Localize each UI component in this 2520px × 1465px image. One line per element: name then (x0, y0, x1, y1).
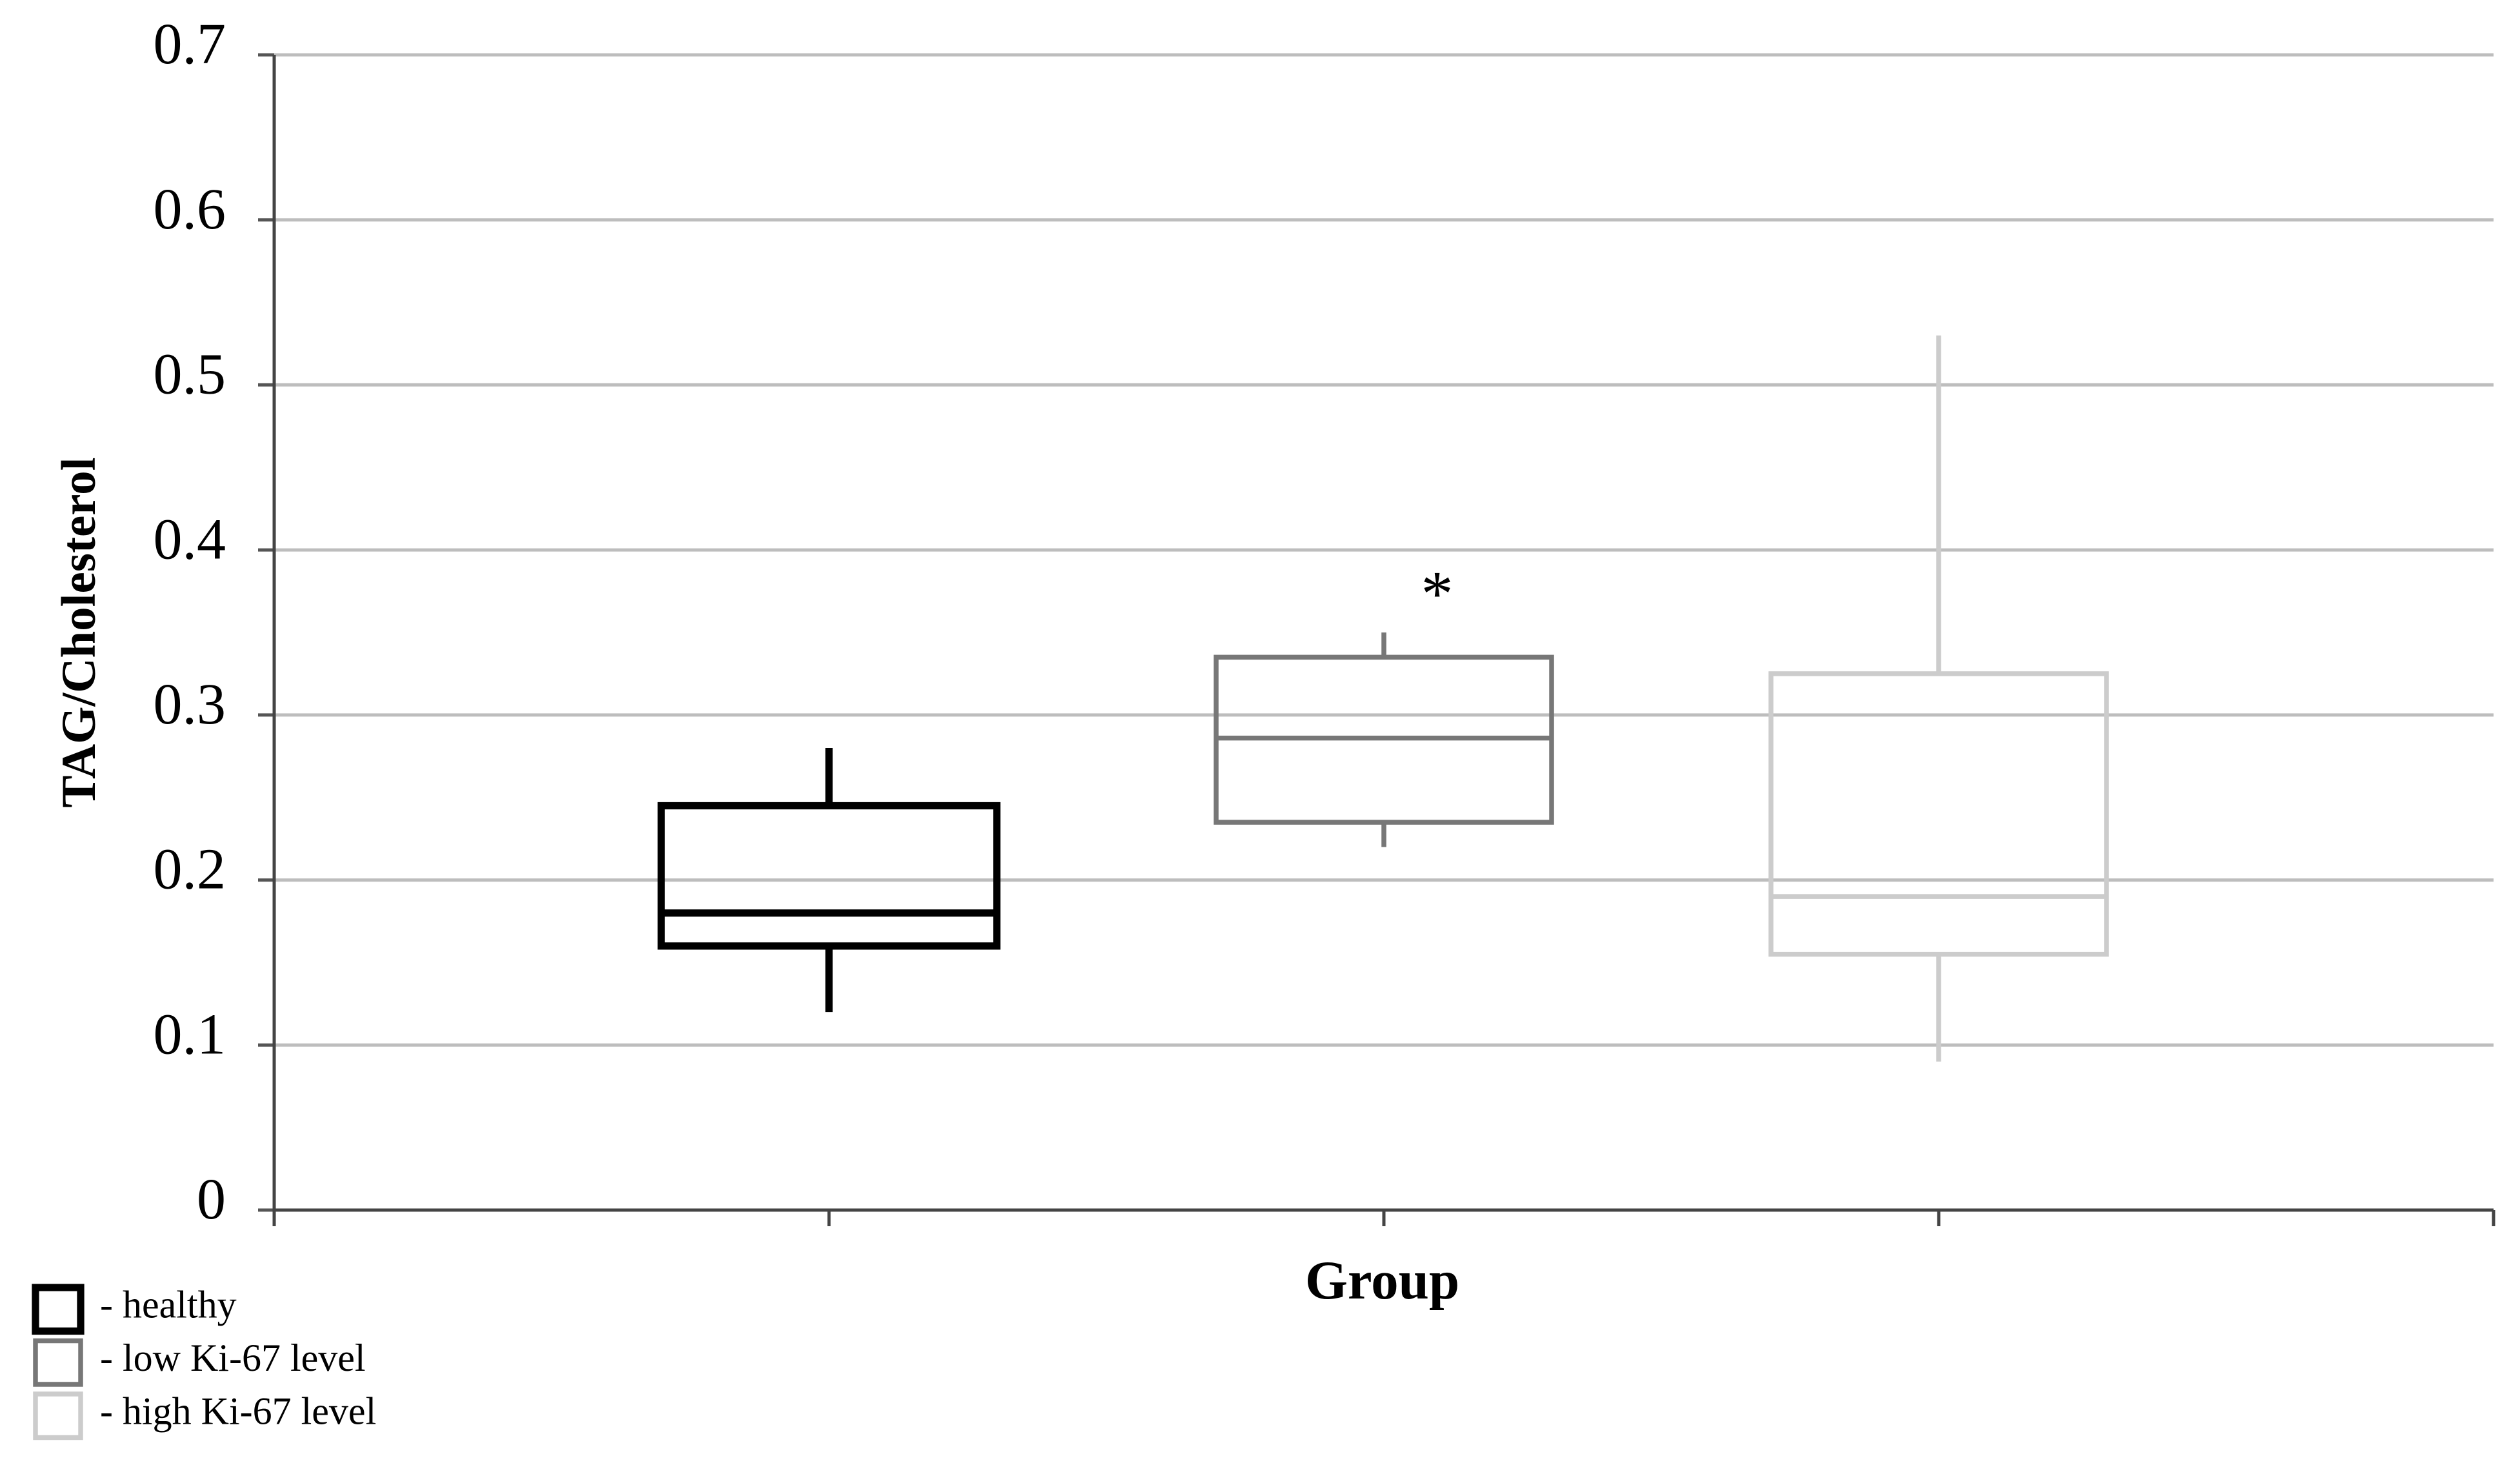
x-axis-label: Group (1305, 1250, 1459, 1311)
y-tick-label: 0 (197, 1167, 226, 1231)
y-tick-label: 0.1 (154, 1002, 226, 1066)
legend-label: - high Ki-67 level (100, 1389, 376, 1432)
y-tick-label: 0.6 (154, 177, 226, 241)
y-tick-label: 0.7 (154, 12, 226, 76)
y-tick-label: 0.2 (154, 838, 226, 902)
legend-marker (32, 1284, 85, 1335)
box (1768, 671, 2109, 957)
box (657, 802, 1001, 950)
legend-marker (33, 1391, 83, 1440)
annotation: * (1421, 558, 1454, 629)
y-axis-label: TAG/Cholesterol (52, 457, 106, 807)
y-tick-label: 0.4 (154, 507, 226, 571)
legend-marker (33, 1338, 83, 1387)
y-tick-label: 0.3 (154, 672, 226, 736)
legend-label: - low Ki-67 level (100, 1337, 366, 1379)
y-tick-label: 0.5 (154, 343, 226, 407)
legend-label: - healthy (100, 1283, 237, 1326)
